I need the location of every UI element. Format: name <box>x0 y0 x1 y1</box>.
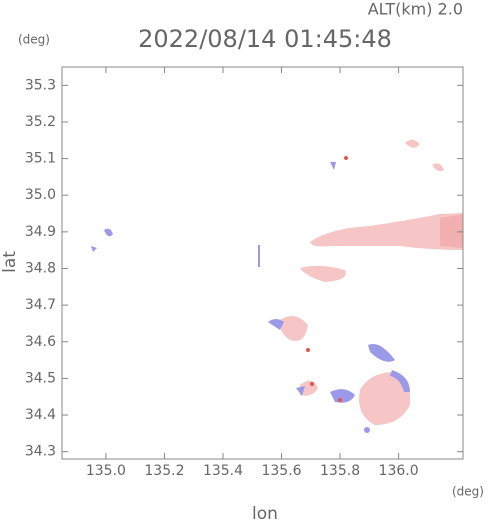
echo <box>306 348 310 352</box>
y-tick-label: 35.1 <box>25 151 56 167</box>
y-tick-label: 34.8 <box>25 260 56 276</box>
altitude-label: ALT(km) 2.0 <box>368 0 463 19</box>
echo <box>330 389 355 403</box>
echo <box>432 163 444 172</box>
y-tick-label: 34.9 <box>25 224 56 240</box>
x-tick-label: 135.0 <box>86 463 126 479</box>
echo <box>310 382 314 386</box>
x-axis-label: lon <box>252 504 278 521</box>
echo <box>300 265 346 282</box>
x-unit: (deg) <box>452 485 484 499</box>
echo <box>258 245 260 267</box>
echo <box>104 228 113 237</box>
echo <box>359 372 411 425</box>
chart-title: 2022/08/14 01:45:48 <box>138 25 392 53</box>
y-tick-label: 34.7 <box>25 297 56 313</box>
echo <box>91 246 97 252</box>
y-tick-label: 34.6 <box>25 334 56 350</box>
echo <box>296 386 305 396</box>
x-tick-label: 136.0 <box>379 463 419 479</box>
echo <box>364 427 370 433</box>
y-unit: (deg) <box>18 33 50 47</box>
y-tick-label: 34.5 <box>25 370 56 386</box>
echo <box>440 214 463 248</box>
echo <box>268 319 284 330</box>
y-tick-label: 34.3 <box>25 444 56 460</box>
echo <box>390 370 410 392</box>
y-tick-label: 34.4 <box>25 407 56 423</box>
y-axis-label: lat <box>0 251 20 273</box>
y-tick-label: 35.2 <box>25 114 56 130</box>
y-tick-label: 35.3 <box>25 77 56 93</box>
echo <box>279 316 308 341</box>
echo <box>310 213 463 250</box>
radar-echoes <box>91 139 463 433</box>
x-tick-label: 135.6 <box>261 463 301 479</box>
echo <box>344 156 348 160</box>
echo <box>330 162 336 170</box>
echo <box>405 139 420 148</box>
x-tick-label: 135.8 <box>320 463 360 479</box>
plot-frame <box>61 66 464 460</box>
x-tick-label: 135.4 <box>203 463 243 479</box>
echo <box>338 398 342 402</box>
y-tick-label: 35.0 <box>25 187 56 203</box>
x-tick-label: 135.2 <box>144 463 184 479</box>
echo <box>368 344 395 362</box>
